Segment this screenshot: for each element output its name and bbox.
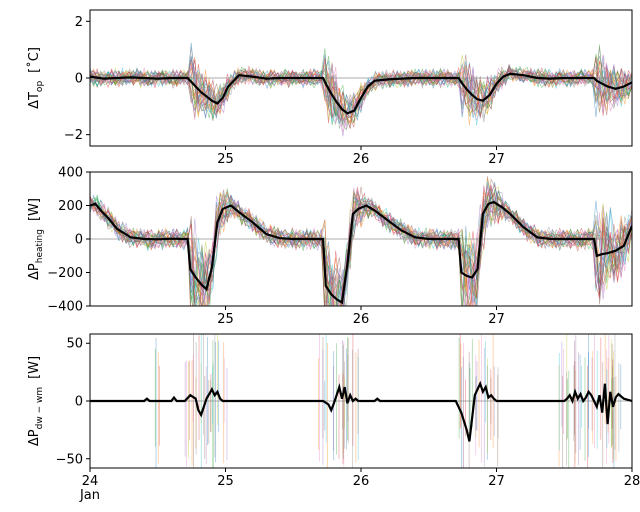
- x-tick-label: 27: [488, 152, 505, 167]
- x-tick-label: 27: [488, 312, 505, 327]
- y-axis-label-unit: [W]: [27, 198, 42, 221]
- mean-series-line: [90, 72, 632, 115]
- sample-series-line: [90, 176, 632, 306]
- x-tick-label: 25: [217, 312, 234, 327]
- y-tick-label: −200: [47, 266, 83, 281]
- y-tick-label: 0: [75, 395, 83, 410]
- sample-series-line: [90, 178, 632, 306]
- x-tick-label: 25: [217, 152, 234, 167]
- sample-series-line: [90, 60, 632, 126]
- y-tick-label: 0: [75, 233, 83, 248]
- sample-series-line: [90, 61, 632, 124]
- mean-series-line: [90, 200, 632, 305]
- x-tick-label: 26: [353, 152, 370, 167]
- y-axis-label: ΔPdw − wm [W]: [27, 356, 45, 446]
- y-tick-label: 0: [75, 72, 83, 87]
- y-axis-label-subscript: op: [35, 81, 45, 93]
- y-tick-label: 200: [58, 199, 83, 214]
- panel-heating-power: −400 −200 0 200 400 25 26 27 ΔPheating [W]: [27, 166, 633, 327]
- y-axis-label: ΔPheating [W]: [27, 198, 45, 280]
- y-tick-label: −50: [56, 452, 83, 467]
- x-tick-label: 27: [488, 474, 505, 489]
- plot-area: [90, 334, 632, 468]
- mean-series-line: [90, 380, 632, 442]
- sample-series-line: [90, 189, 632, 306]
- x-tick-label: 24: [82, 474, 99, 489]
- y-axis-label-main: ΔT: [27, 92, 42, 109]
- panel-dishwasher-washing-machine-power: −50 0 50 24 25 26 27 28 Jan ΔPdw − wm [W]: [27, 333, 640, 503]
- y-tick-label: 400: [58, 166, 83, 181]
- y-axis-label: ΔTop [˚C]: [26, 47, 45, 109]
- x-tick-label: 28: [624, 474, 640, 489]
- y-tick-label: 50: [66, 337, 83, 352]
- sample-series-line: [90, 191, 632, 306]
- y-tick-label: −2: [64, 128, 83, 143]
- plot-area: [90, 176, 632, 306]
- y-axis-label-unit: [˚C]: [26, 47, 42, 73]
- panel-temperature: −2 0 2 25 26 27 ΔTop [˚C]: [26, 9, 633, 167]
- sample-series-line: [90, 58, 632, 119]
- y-axis-label-main: ΔP: [27, 429, 42, 446]
- x-month-label: Jan: [79, 488, 100, 503]
- x-tick-label: 26: [353, 474, 370, 489]
- sample-series-line: [90, 191, 632, 306]
- sample-series-line: [90, 56, 632, 129]
- x-tick-label: 26: [353, 312, 370, 327]
- plot-area: [90, 42, 632, 137]
- y-axis-label-unit: [W]: [27, 356, 42, 379]
- y-axis-label-subscript: dw − wm: [35, 387, 45, 429]
- x-tick-label: 25: [217, 474, 234, 489]
- y-axis-label-main: ΔP: [27, 263, 42, 280]
- y-axis-label-subscript: heating: [35, 229, 45, 263]
- y-tick-label: −400: [47, 300, 83, 315]
- y-tick-label: 2: [75, 15, 83, 30]
- sample-series-line: [90, 62, 632, 130]
